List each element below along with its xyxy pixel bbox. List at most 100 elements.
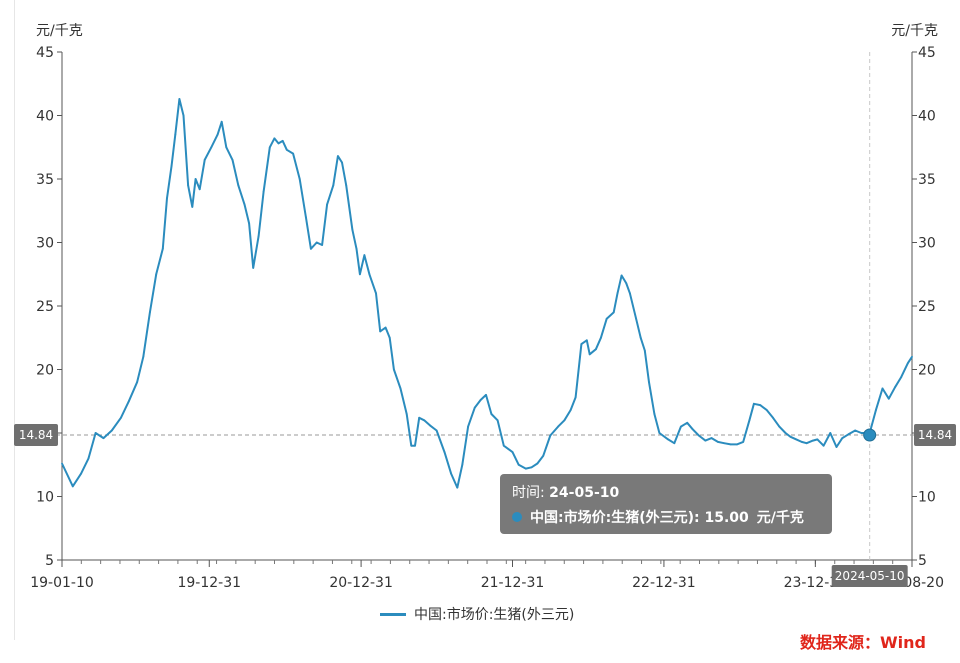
- data-point: [127, 400, 130, 403]
- data-point: [759, 404, 762, 406]
- data-point: [517, 463, 520, 466]
- data-point: [643, 349, 646, 352]
- data-point: [461, 463, 464, 466]
- data-point: [257, 235, 260, 238]
- x-tick-label: 20-12-31: [329, 575, 393, 591]
- data-point: [496, 419, 499, 422]
- hover-marker-dot: [863, 428, 877, 442]
- x-tick-label: 21-12-31: [481, 575, 545, 591]
- data-point: [812, 439, 814, 442]
- data-point: [80, 472, 82, 475]
- data-point: [161, 247, 164, 250]
- data-point: [285, 148, 288, 151]
- chart-legend[interactable]: 中国:市场价:生猪(外三元): [380, 604, 574, 624]
- data-point: [605, 317, 608, 320]
- data-point: [337, 155, 339, 158]
- data-point: [686, 421, 689, 424]
- data-point: [277, 142, 280, 145]
- data-point: [355, 247, 358, 250]
- data-point: [429, 424, 431, 427]
- data-point: [829, 432, 832, 434]
- x-tick-label: 23-12-31: [784, 575, 848, 591]
- data-point: [588, 353, 591, 356]
- data-point: [639, 336, 642, 339]
- data-point: [620, 274, 623, 277]
- data-point: [423, 419, 426, 422]
- data-point: [61, 462, 63, 465]
- y-axis-unit-right: 元/千克: [891, 23, 938, 39]
- data-point: [410, 444, 413, 447]
- data-point: [717, 441, 719, 443]
- tooltip-time-value: 24-05-10: [549, 485, 620, 501]
- data-point: [345, 184, 348, 187]
- y-tick-label-left: 25: [36, 299, 54, 315]
- y-tick-label-right: 25: [918, 299, 936, 315]
- data-point: [273, 137, 276, 140]
- data-point: [248, 222, 251, 225]
- tooltip-time-row: 时间: 24-05-10: [512, 482, 619, 502]
- data-point: [120, 416, 122, 419]
- data-point: [778, 425, 781, 428]
- data-point: [187, 184, 190, 187]
- data-point: [203, 159, 206, 161]
- crosshair-y-label-right-bg: [914, 424, 956, 447]
- data-point: [723, 442, 725, 445]
- data-source-note: 数据来源：Wind: [800, 633, 926, 652]
- legend-label: 中国:市场价:生猪(外三元): [414, 607, 575, 623]
- data-point: [231, 159, 234, 161]
- data-point: [393, 368, 395, 371]
- data-point: [585, 339, 588, 342]
- data-point: [704, 439, 707, 442]
- data-point: [625, 282, 628, 284]
- data-point: [854, 429, 857, 432]
- y-tick-label-right: 10: [918, 490, 936, 506]
- data-point: [405, 413, 408, 415]
- data-point: [653, 413, 656, 415]
- data-point: [473, 406, 476, 409]
- data-point: [414, 444, 416, 447]
- data-point: [616, 292, 619, 295]
- data-point: [220, 120, 223, 123]
- data-point: [237, 184, 240, 187]
- data-point: [225, 146, 228, 149]
- data-point: [182, 114, 185, 117]
- data-point: [822, 444, 825, 447]
- y-tick-label-left: 35: [36, 172, 54, 188]
- data-point: [467, 425, 469, 428]
- data-point: [102, 437, 105, 439]
- data-point: [194, 178, 197, 180]
- data-point: [490, 413, 493, 415]
- crosshair-y-label-right: 14.84: [918, 428, 952, 442]
- data-point: [166, 197, 168, 200]
- data-point: [542, 455, 545, 457]
- data-point: [87, 457, 90, 460]
- data-point: [262, 190, 265, 193]
- data-point: [673, 442, 676, 445]
- data-point: [174, 133, 177, 136]
- data-point: [399, 387, 402, 390]
- data-point: [574, 396, 577, 399]
- data-point: [511, 451, 514, 453]
- crosshair-x-label: 2024-05-10: [835, 569, 905, 583]
- data-point: [418, 416, 421, 419]
- data-point: [388, 336, 391, 339]
- data-point: [667, 438, 669, 441]
- data-point: [384, 326, 387, 329]
- data-point: [691, 428, 694, 431]
- data-point: [178, 98, 181, 100]
- data-point: [847, 433, 850, 436]
- data-point: [351, 228, 354, 231]
- left-panel-strip: [0, 0, 15, 640]
- data-point: [680, 425, 682, 428]
- data-point: [648, 381, 650, 384]
- data-point: [136, 381, 139, 384]
- data-point: [841, 437, 844, 439]
- data-point: [530, 466, 533, 469]
- data-point: [900, 376, 903, 378]
- data-point: [894, 386, 896, 389]
- data-point: [595, 348, 597, 351]
- data-point: [772, 416, 774, 419]
- data-point: [332, 184, 335, 187]
- series-line-pig-price: [61, 98, 913, 489]
- line-chart: 元/千克元/千克55101015152020252530303535404045…: [14, 23, 956, 591]
